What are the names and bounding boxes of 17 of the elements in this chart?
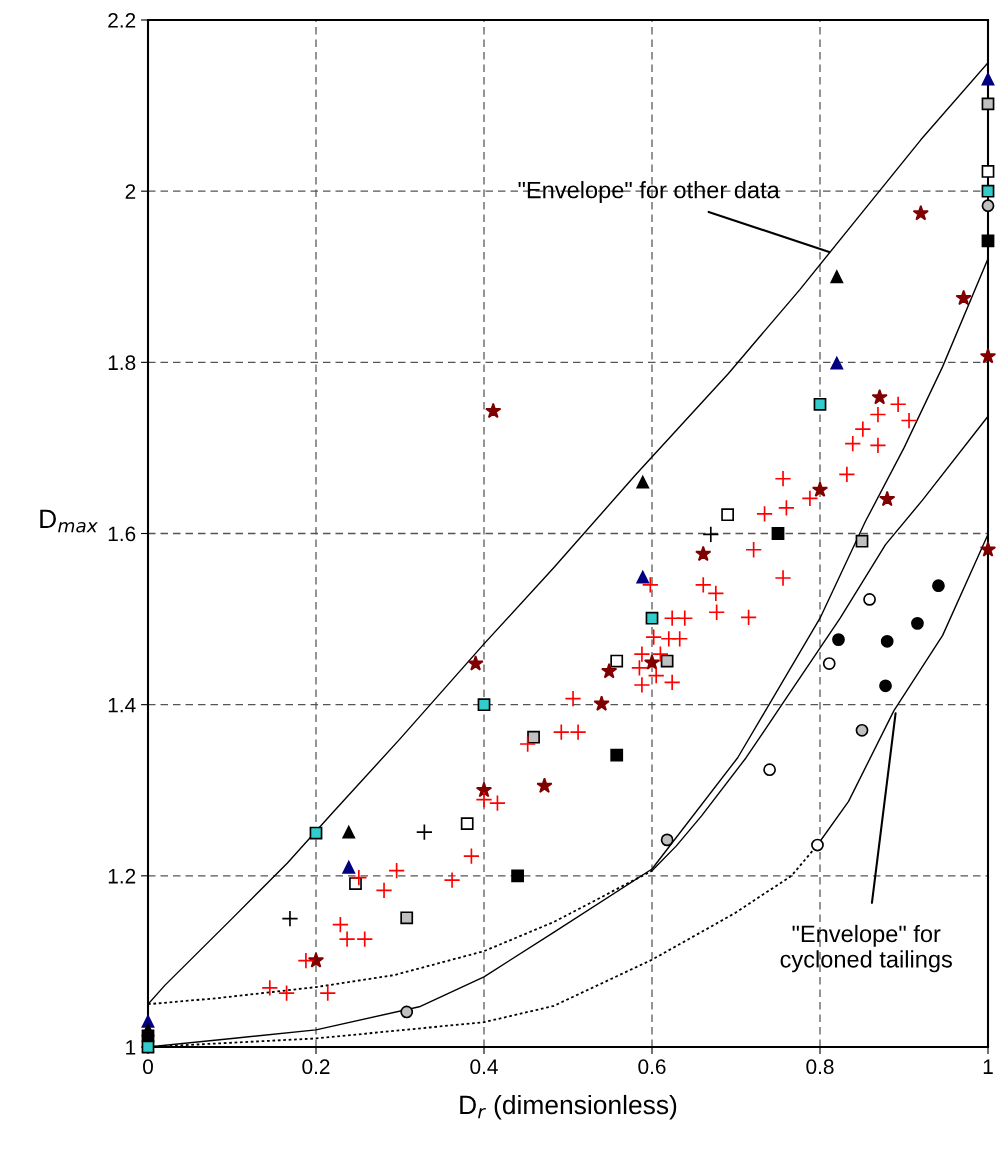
y-tick-label: 1.2 <box>108 868 136 884</box>
annotation: "Envelope" for other data <box>518 181 780 204</box>
y-tick-label: 2 <box>125 184 136 199</box>
y-tick-label: 1 <box>126 1040 136 1055</box>
x-axis-title: D$_{r}$ (dimensionless) <box>460 1094 677 1120</box>
y-tick-label: 1.6 <box>108 526 136 542</box>
y-tick-label: 1.4 <box>108 697 136 713</box>
x-tick-label: 0.2 <box>302 1059 330 1075</box>
x-tick-label: 0 <box>143 1059 153 1075</box>
y-tick-label: 2.2 <box>108 13 136 28</box>
annotation: "Envelope" for cycloned tailings <box>780 924 952 973</box>
x-tick-label: 0.8 <box>806 1059 834 1075</box>
x-tick-label: 0.6 <box>638 1059 666 1075</box>
y-tick-label: 1.8 <box>108 355 136 371</box>
x-tick-label: 1 <box>983 1059 993 1074</box>
y-axis-title: D$_{max}$ <box>40 509 98 533</box>
x-tick-label: 0.4 <box>470 1059 498 1075</box>
